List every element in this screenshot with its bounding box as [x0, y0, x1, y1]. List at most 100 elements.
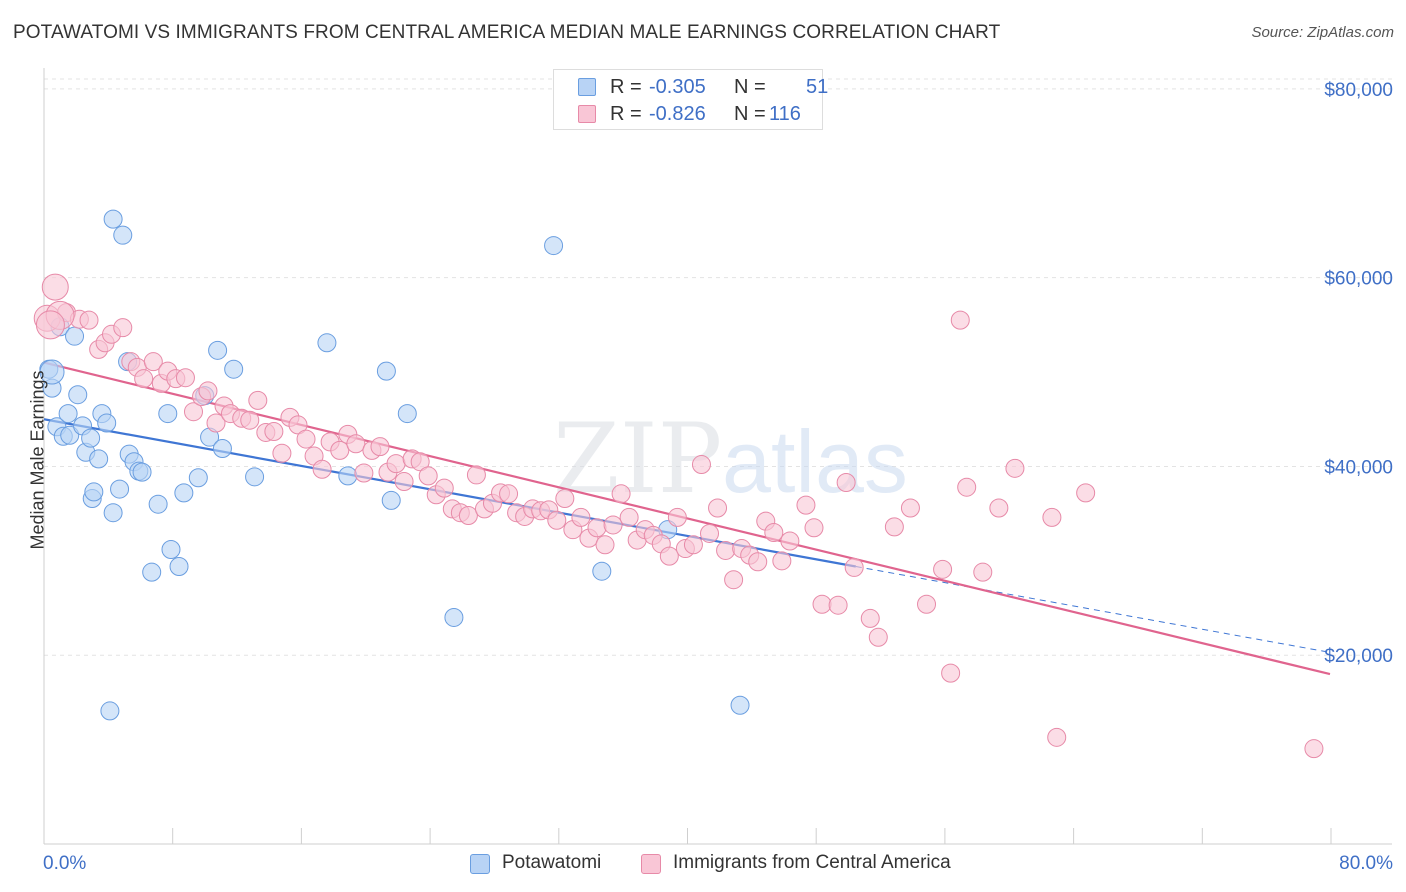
- watermark: ZIP atlas: [553, 403, 908, 515]
- central-america-point: [603, 515, 623, 535]
- potawatomi-point: [68, 385, 88, 405]
- r-label: R =: [610, 103, 642, 125]
- central-america-point: [828, 595, 848, 615]
- central-america-point: [248, 390, 268, 410]
- potawatomi-point: [174, 483, 194, 503]
- potawatomi-point: [592, 561, 612, 581]
- central-america-point: [933, 559, 953, 579]
- potawatomi-point: [39, 359, 65, 385]
- stats-swatch-potawatomi: [578, 78, 596, 96]
- stats-row-central-america: R = -0.826 N = 116: [554, 101, 822, 127]
- potawatomi-point: [132, 462, 152, 482]
- y-tick-label: $20,000: [1324, 646, 1393, 667]
- potawatomi-point: [113, 225, 133, 245]
- central-america-point: [812, 594, 832, 614]
- central-america-point: [354, 463, 374, 483]
- n-value: 116: [769, 103, 801, 125]
- central-america-point: [370, 437, 390, 457]
- central-america-point: [346, 434, 366, 454]
- axes: [43, 68, 1392, 845]
- legend-swatch-potawatomi: [470, 854, 490, 874]
- central-america-point: [143, 352, 163, 372]
- central-america-point: [35, 310, 65, 340]
- potawatomi-point: [338, 466, 358, 486]
- potawatomi-point: [103, 503, 123, 523]
- n-label: N =: [734, 76, 766, 98]
- watermark-atlas: atlas: [722, 412, 908, 511]
- central-america-point: [386, 454, 406, 474]
- central-america-point: [206, 413, 226, 433]
- potawatomi-point: [84, 482, 104, 502]
- central-america-point: [973, 562, 993, 582]
- central-america-point: [466, 465, 486, 485]
- central-america-point: [691, 455, 711, 475]
- central-america-point: [330, 440, 350, 460]
- central-america-point: [764, 523, 784, 543]
- central-america-point: [79, 310, 99, 330]
- central-america-point: [724, 570, 744, 590]
- central-america-point: [796, 495, 816, 515]
- central-america-point: [1304, 739, 1324, 759]
- central-america-point: [555, 489, 575, 509]
- central-america-point: [900, 498, 920, 518]
- n-label: N =: [734, 103, 766, 125]
- legend-label-potawatomi: Potawatomi: [502, 852, 602, 873]
- potawatomi-point: [97, 413, 117, 433]
- central-america-point: [288, 415, 308, 435]
- potawatomi-point: [224, 359, 244, 379]
- central-america-point: [667, 507, 687, 527]
- central-america-point: [950, 310, 970, 330]
- potawatomi-point: [161, 540, 181, 560]
- source-label: Source: ZipAtlas.com: [1251, 24, 1394, 41]
- central-america-point: [458, 506, 478, 526]
- y-tick-label: $60,000: [1324, 269, 1393, 290]
- data-points: [33, 209, 1324, 759]
- central-america-point: [296, 429, 316, 449]
- central-america-point: [1042, 507, 1062, 527]
- gridlines: [44, 78, 1392, 656]
- potawatomi-trend-extension: [855, 566, 1331, 653]
- chart-title: POTAWATOMI VS IMMIGRANTS FROM CENTRAL AM…: [13, 22, 1001, 43]
- potawatomi-point: [188, 468, 208, 488]
- potawatomi-point: [65, 326, 85, 346]
- central-america-point: [868, 627, 888, 647]
- central-america-point: [312, 459, 332, 479]
- central-america-point: [264, 422, 284, 442]
- central-america-point: [547, 510, 567, 530]
- potawatomi-point: [100, 701, 120, 721]
- central-america-point: [134, 369, 154, 389]
- n-value: 51: [806, 76, 829, 98]
- potawatomi-point: [60, 425, 80, 445]
- central-america-point: [700, 523, 720, 543]
- central-america-point: [1076, 483, 1096, 503]
- central-america-point: [659, 546, 679, 566]
- central-america-point: [587, 518, 607, 538]
- central-america-point: [804, 518, 824, 538]
- central-america-point: [836, 472, 856, 492]
- central-america-point: [683, 535, 703, 555]
- central-america-point: [772, 551, 792, 571]
- potawatomi-point: [397, 404, 417, 424]
- central-america-point: [844, 557, 864, 577]
- central-america-point: [917, 594, 937, 614]
- central-america-point: [860, 608, 880, 628]
- legend-swatch-central-america: [641, 854, 661, 874]
- central-america-point: [716, 540, 736, 560]
- central-america-point: [240, 410, 260, 430]
- central-america-point: [619, 507, 639, 527]
- central-america-point: [175, 368, 195, 388]
- potawatomi-point: [58, 404, 78, 424]
- potawatomi-point: [169, 556, 189, 576]
- central-america-point: [1005, 458, 1025, 478]
- potawatomi-point: [208, 340, 228, 360]
- central-america-point: [884, 517, 904, 537]
- x-tick-label: 80.0%: [1339, 853, 1393, 874]
- central-america-point: [499, 484, 519, 504]
- r-label: R =: [610, 76, 642, 98]
- potawatomi-point: [148, 494, 168, 514]
- central-america-point: [410, 452, 430, 472]
- potawatomi-point: [212, 439, 232, 459]
- central-america-point: [571, 507, 591, 527]
- y-axis-label: Median Male Earnings: [27, 370, 48, 550]
